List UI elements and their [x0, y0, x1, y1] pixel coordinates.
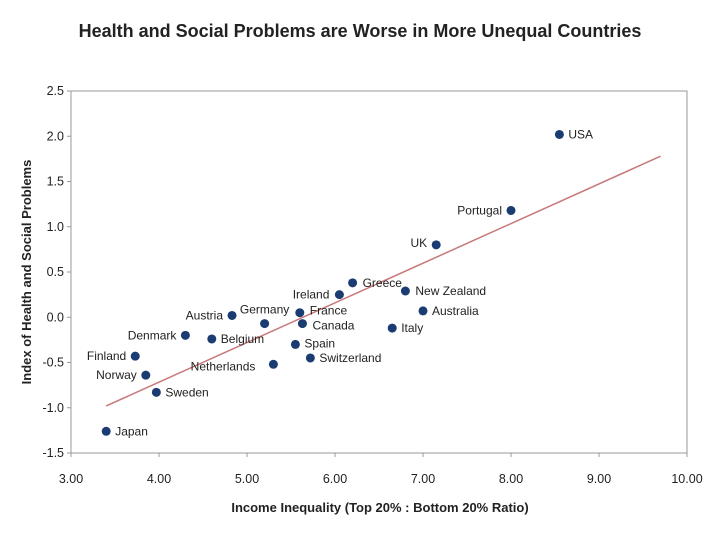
trendline — [105, 155, 661, 407]
point-japan — [101, 426, 111, 436]
point-switzerland — [305, 353, 315, 363]
point-label: UK — [411, 236, 428, 250]
x-tick-label: 10.00 — [671, 472, 702, 486]
point-label: Ireland — [293, 288, 330, 302]
y-tick-label: 2.0 — [47, 129, 64, 143]
point-label: Italy — [401, 321, 423, 335]
chart-title: Health and Social Problems are Worse in … — [79, 21, 642, 41]
point-australia — [418, 306, 428, 316]
y-tick-label: 1.0 — [47, 220, 64, 234]
point-usa — [554, 129, 564, 139]
point-spain — [290, 339, 300, 349]
point-label: Portugal — [457, 203, 502, 217]
point-label: New Zealand — [415, 284, 486, 298]
y-tick-label: 0.0 — [47, 310, 64, 324]
point-label: Greece — [363, 276, 403, 290]
point-denmark — [180, 330, 190, 340]
point-label: Australia — [432, 304, 479, 318]
plot-frame — [70, 90, 688, 454]
point-finland — [130, 351, 140, 361]
point-label: Germany — [240, 303, 289, 317]
point-netherlands — [268, 359, 278, 369]
point-austria — [227, 310, 237, 320]
point-belgium — [207, 334, 217, 344]
point-label: Japan — [115, 424, 148, 438]
point-label: Finland — [87, 349, 126, 363]
x-tick-label: 6.00 — [323, 472, 347, 486]
y-tick-label: 0.5 — [47, 265, 64, 279]
y-axis-label: Index of Health and Social Problems — [19, 160, 34, 385]
point-label: USA — [568, 127, 593, 141]
point-germany — [260, 319, 270, 329]
point-label: Sweden — [165, 385, 208, 399]
point-label: Belgium — [221, 332, 264, 346]
y-tick-label: 2.5 — [47, 84, 64, 98]
y-axis-ticks: 2.5 2.0 1.5 1.0 0.5 0.0 -0.5 -1.0 -1.5 — [42, 84, 71, 460]
point-label: France — [310, 304, 348, 318]
point-uk — [431, 240, 441, 250]
point-italy — [387, 323, 397, 333]
x-axis-ticks: 3.00 4.00 5.00 6.00 7.00 8.00 9.00 10.00 — [59, 453, 703, 486]
point-norway — [141, 370, 151, 380]
point-canada — [297, 319, 307, 329]
x-tick-label: 8.00 — [499, 472, 523, 486]
point-ireland — [334, 290, 344, 300]
point-label: Austria — [186, 308, 224, 322]
point-new-zealand — [400, 286, 410, 296]
point-label: Denmark — [128, 328, 178, 342]
y-tick-label: -0.5 — [42, 356, 64, 370]
y-tick-label: -1.5 — [42, 446, 64, 460]
x-axis-label: Income Inequality (Top 20% : Bottom 20% … — [231, 500, 528, 515]
point-greece — [348, 278, 358, 288]
point-label: Netherlands — [191, 359, 256, 373]
x-tick-label: 3.00 — [59, 472, 83, 486]
x-tick-label: 7.00 — [411, 472, 435, 486]
y-tick-label: 1.5 — [47, 175, 64, 189]
point-france — [295, 308, 305, 318]
point-label: Canada — [312, 319, 354, 333]
x-tick-label: 5.00 — [235, 472, 259, 486]
data-points: USA Portugal UK Greece Ireland New Zealand Aus… — [87, 127, 593, 438]
point-label: Spain — [304, 336, 335, 350]
x-tick-label: 4.00 — [147, 472, 171, 486]
point-label: Switzerland — [319, 351, 381, 365]
x-tick-label: 9.00 — [587, 472, 611, 486]
point-portugal — [506, 205, 516, 215]
y-tick-label: -1.0 — [42, 401, 64, 415]
point-label: Norway — [96, 368, 137, 382]
point-sweden — [151, 387, 161, 397]
